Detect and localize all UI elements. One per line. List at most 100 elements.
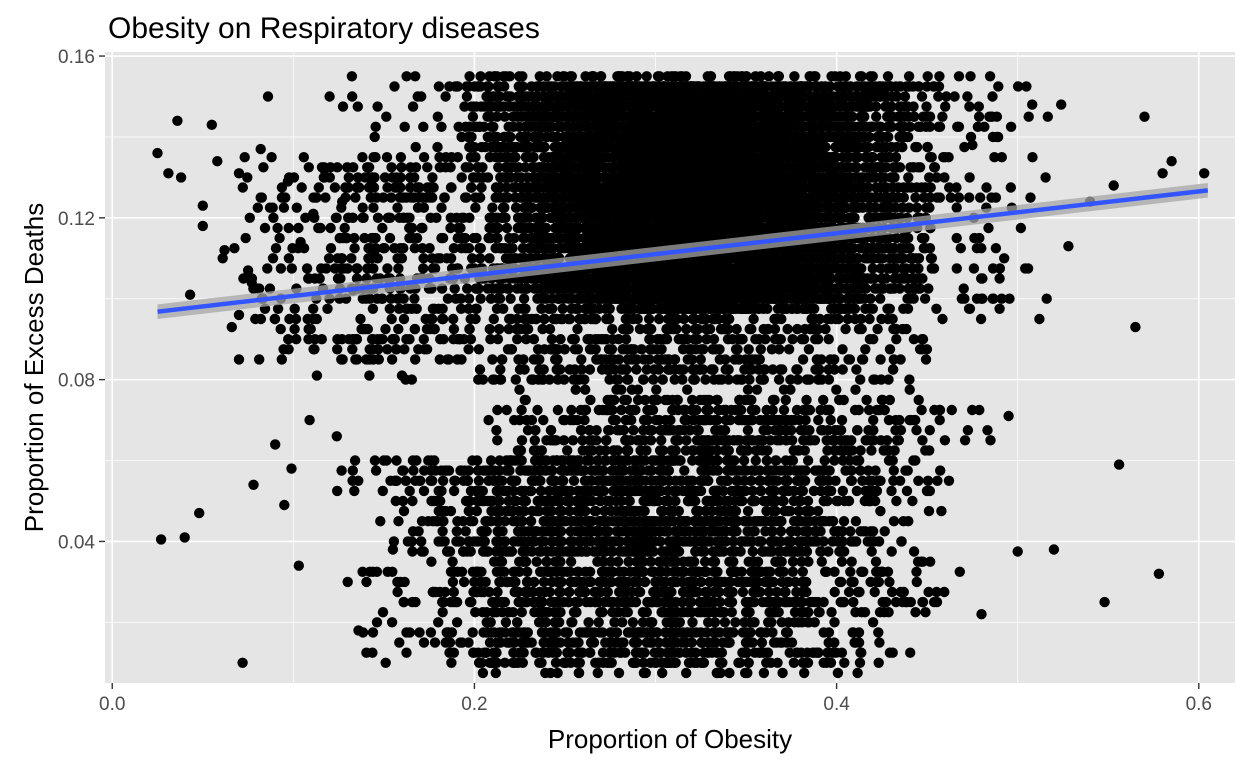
data-point [467,172,479,183]
data-point [381,152,393,163]
data-point [410,141,421,153]
data-point [359,232,370,244]
data-point [521,283,533,294]
data-point [461,91,473,102]
data-point [920,182,931,193]
data-point [976,273,987,284]
data-point [464,293,475,304]
data-point [929,162,940,173]
data-point [867,263,878,274]
data-point [855,313,867,325]
data-point [969,232,980,244]
data-point [882,71,894,82]
data-point [933,121,944,132]
data-point [484,152,496,163]
data-point [913,263,924,274]
data-point [789,71,800,82]
data-point [856,71,867,82]
data-point [880,101,891,112]
data-point [381,111,392,122]
data-point [924,111,936,122]
data-point [973,111,985,122]
data-point [944,182,955,193]
data-point [840,71,851,82]
data-point [996,293,1007,304]
data-point [459,101,470,112]
data-point [984,111,995,122]
data-point [445,162,456,173]
chart-title: Obesity on Respiratory diseases [108,12,540,45]
data-point [931,303,942,314]
data-point [924,152,936,163]
data-point [875,263,887,274]
data-point [500,71,511,82]
data-point [379,172,391,183]
data-point [999,253,1010,264]
data-point [412,91,423,102]
data-point [990,192,1002,203]
data-point [953,71,965,82]
data-point [557,303,568,314]
data-point [956,293,967,304]
data-point [401,71,412,82]
data-point [949,91,960,102]
data-point [670,71,681,82]
data-point [409,243,420,254]
data-point [962,91,973,102]
data-point [959,141,970,153]
data-point [510,192,521,203]
data-point [440,152,452,163]
data-point [455,303,467,314]
data-point [613,71,624,82]
data-point [1022,263,1034,274]
data-point [965,131,977,143]
data-point [931,172,942,183]
data-point [951,202,962,213]
data-point [384,232,396,244]
data-point [922,141,933,153]
data-point [680,71,692,82]
data-point [393,303,405,314]
data-point [1042,111,1054,122]
data-point [467,111,479,122]
data-point [968,263,980,274]
data-point [923,283,934,294]
data-point [475,101,487,112]
data-point [875,293,886,304]
data-point [463,131,474,143]
data-point [921,101,932,112]
data-point [902,303,914,314]
data-point [1012,81,1024,92]
data-point [1040,172,1051,183]
data-point [916,91,928,102]
data-point [1005,182,1016,193]
data-point [899,91,911,102]
data-point [432,141,443,153]
data-point [912,162,924,173]
data-point [951,263,962,274]
data-point [347,91,358,102]
data-point [427,263,439,274]
data-point [871,111,882,122]
data-point [372,101,383,112]
data-point [516,172,527,183]
data-point [925,253,937,264]
data-point [903,172,914,183]
data-point [887,313,898,325]
data-point [654,71,665,82]
data-point [908,101,919,112]
data-point [433,81,445,92]
data-point [883,111,895,122]
data-point [993,81,1004,92]
data-point [894,131,905,143]
data-point [975,192,986,203]
data-point [1021,81,1032,92]
data-point [972,121,984,132]
data-point [450,81,461,92]
data-point [785,81,797,92]
data-point [919,293,931,304]
data-point [963,303,975,314]
data-point [389,81,400,92]
data-point [924,172,935,183]
data-point [392,253,403,264]
